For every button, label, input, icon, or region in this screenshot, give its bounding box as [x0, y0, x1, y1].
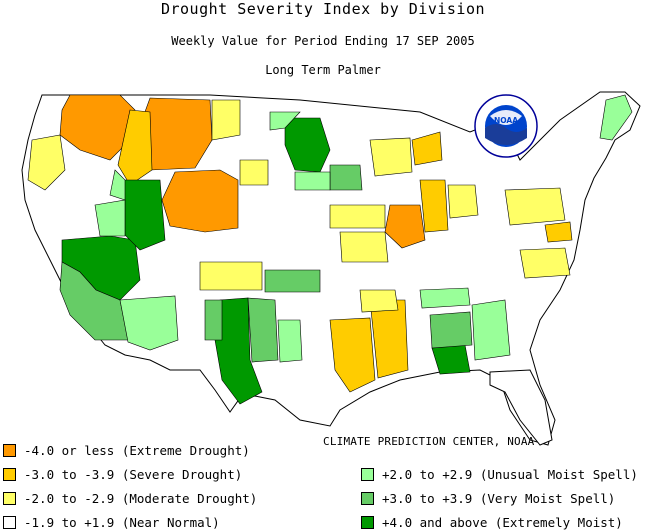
region-nevada-unusual: [94, 199, 126, 237]
region-minnesota-very: [329, 164, 363, 191]
legend-label-unusual-moist: +2.0 to +2.9 (Unusual Moist Spell): [382, 466, 638, 482]
region-florida: [489, 369, 553, 446]
legend-item-extreme-drought: -4.0 or less (Extreme Drought): [3, 442, 250, 458]
region-wyoming-extreme: [161, 169, 239, 233]
region-arizona-unusual: [119, 295, 179, 351]
legend-swatch-near-normal: [3, 515, 16, 529]
legend-label-very-moist: +3.0 to +3.9 (Very Moist Spell): [382, 490, 616, 506]
legend-swatch-severe-drought: [3, 467, 16, 481]
region-alabama-very-moist: [429, 311, 473, 349]
legend-item-severe-drought: -3.0 to -3.9 (Severe Drought): [3, 466, 242, 482]
noaa-logo-text: NOAA: [494, 116, 518, 125]
map-subtitle: Weekly Value for Period Ending 17 SEP 20…: [171, 34, 475, 48]
region-kansas-very-moist: [264, 269, 321, 293]
credit-text: CLIMATE PREDICTION CENTER, NOAA: [323, 435, 535, 448]
region-ohio-moderate: [447, 184, 479, 219]
region-new-mexico-extreme-moist: [214, 297, 263, 405]
legend-item-very-moist: +3.0 to +3.9 (Very Moist Spell): [361, 490, 615, 506]
legend-swatch-unusual-moist: [361, 467, 374, 481]
legend-item-unusual-moist: +2.0 to +2.9 (Unusual Moist Spell): [361, 466, 638, 482]
legend-item-near-normal: -1.9 to +1.9 (Near Normal): [3, 514, 220, 530]
region-iowa-moderate: [329, 204, 386, 229]
region-carolina-severe: [544, 221, 573, 243]
map-title: Drought Severity Index by Division: [160, 0, 486, 18]
region-maine-unusual: [599, 94, 633, 141]
region-nebraska-moderate: [239, 159, 269, 186]
region-south-dakota-unusual: [294, 171, 331, 191]
legend-swatch-extreme-drought: [3, 443, 16, 457]
region-texas-unusual: [277, 319, 303, 363]
legend-label-near-normal: -1.9 to +1.9 (Near Normal): [24, 514, 220, 530]
region-north-dakota-unusual: [269, 111, 301, 131]
region-oregon-moderate: [27, 134, 66, 191]
noaa-logo: NOAA: [474, 94, 538, 158]
region-michigan-severe: [411, 131, 443, 166]
legend-label-extremely-moist: +4.0 and above (Extremely Moist): [382, 514, 623, 530]
region-indiana-severe: [419, 179, 449, 233]
legend-swatch-moderate-drought: [3, 491, 16, 505]
region-missouri-moderate: [339, 231, 389, 263]
legend-item-extremely-moist: +4.0 and above (Extremely Moist): [361, 514, 623, 530]
region-northwest-extreme: [59, 94, 136, 161]
legend-label-severe-drought: -3.0 to -3.9 (Severe Drought): [24, 466, 243, 482]
legend-swatch-very-moist: [361, 491, 374, 505]
region-georgia-unusual: [471, 299, 511, 361]
region-virginia-moderate: [519, 247, 571, 279]
region-texas-panhandle-moist: [204, 299, 223, 341]
legend-label-extreme-drought: -4.0 or less (Extreme Drought): [24, 442, 250, 458]
region-utah-extreme-moist: [124, 179, 166, 251]
region-louisiana-severe: [329, 317, 376, 393]
region-arkansas-moderate: [359, 289, 399, 313]
region-idaho-severe: [117, 109, 153, 186]
legend-swatch-extremely-moist: [361, 515, 374, 529]
index-name: Long Term Palmer: [265, 63, 381, 77]
region-midatlantic-moderate: [504, 187, 566, 226]
region-new-mexico-very-moist: [247, 297, 279, 363]
legend-item-moderate-drought: -2.0 to -2.9 (Moderate Drought): [3, 490, 257, 506]
region-wisconsin-moderate: [369, 137, 413, 177]
region-tennessee-unusual: [419, 287, 471, 309]
region-illinois-extreme: [384, 204, 426, 249]
region-colorado-moderate: [199, 261, 263, 291]
legend-label-moderate-drought: -2.0 to -2.9 (Moderate Drought): [24, 490, 258, 506]
region-montana-moderate: [211, 99, 241, 141]
